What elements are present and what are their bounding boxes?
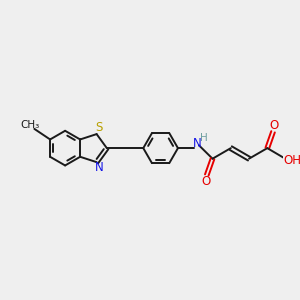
Text: N: N	[193, 137, 202, 150]
Text: S: S	[96, 121, 103, 134]
Text: O: O	[269, 119, 279, 132]
Text: N: N	[95, 161, 104, 174]
Text: O: O	[201, 175, 211, 188]
Text: OH: OH	[283, 154, 300, 167]
Text: H: H	[200, 133, 208, 143]
Text: CH₃: CH₃	[20, 120, 39, 130]
